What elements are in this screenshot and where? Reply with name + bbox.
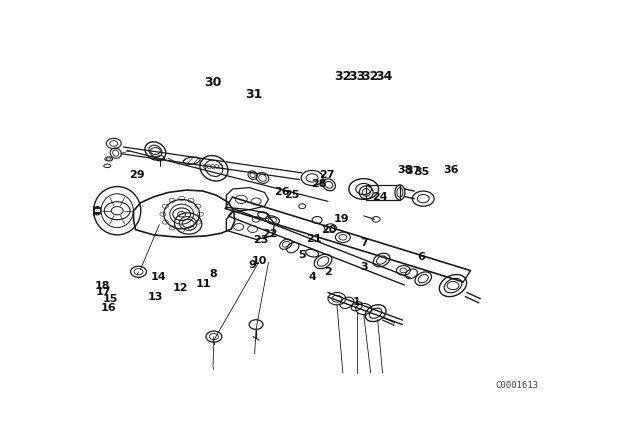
Text: 29: 29 — [129, 170, 145, 180]
Text: 32: 32 — [334, 70, 351, 83]
Text: 11: 11 — [195, 279, 211, 289]
Text: 34: 34 — [375, 70, 392, 83]
Text: 12: 12 — [172, 283, 188, 293]
Text: 4: 4 — [308, 272, 316, 282]
Text: C0001613: C0001613 — [495, 381, 538, 390]
Text: 20: 20 — [321, 225, 337, 235]
Text: 17: 17 — [96, 288, 111, 297]
Text: 23: 23 — [253, 235, 269, 245]
Text: 1: 1 — [353, 297, 361, 307]
Text: 13: 13 — [148, 292, 163, 302]
Text: 18: 18 — [95, 280, 110, 291]
Text: 28: 28 — [311, 179, 327, 189]
Text: 25: 25 — [285, 190, 300, 199]
Text: 3: 3 — [360, 262, 367, 272]
Text: 26: 26 — [275, 187, 290, 197]
Text: 8: 8 — [209, 269, 217, 279]
Text: 37: 37 — [406, 166, 421, 176]
Text: 6: 6 — [417, 252, 425, 262]
Text: 14: 14 — [150, 272, 166, 282]
Text: 36: 36 — [444, 165, 459, 175]
Text: 38: 38 — [397, 165, 413, 175]
Text: 2: 2 — [324, 267, 332, 277]
Text: 35: 35 — [415, 167, 430, 177]
Text: 9: 9 — [249, 260, 257, 270]
Text: 31: 31 — [245, 88, 262, 101]
Text: 10: 10 — [252, 256, 268, 267]
Text: 7: 7 — [360, 238, 367, 248]
Text: 21: 21 — [307, 234, 322, 244]
Bar — [366, 185, 400, 200]
Text: 22: 22 — [262, 229, 277, 239]
Text: 27: 27 — [319, 170, 335, 180]
Text: 30: 30 — [204, 76, 221, 89]
Text: 16: 16 — [101, 303, 116, 313]
Text: 24: 24 — [372, 192, 387, 202]
Text: 15: 15 — [103, 294, 118, 304]
Text: 32: 32 — [362, 70, 379, 83]
Text: 5: 5 — [298, 250, 306, 259]
Text: 33: 33 — [348, 70, 365, 83]
Text: 19: 19 — [334, 214, 349, 224]
